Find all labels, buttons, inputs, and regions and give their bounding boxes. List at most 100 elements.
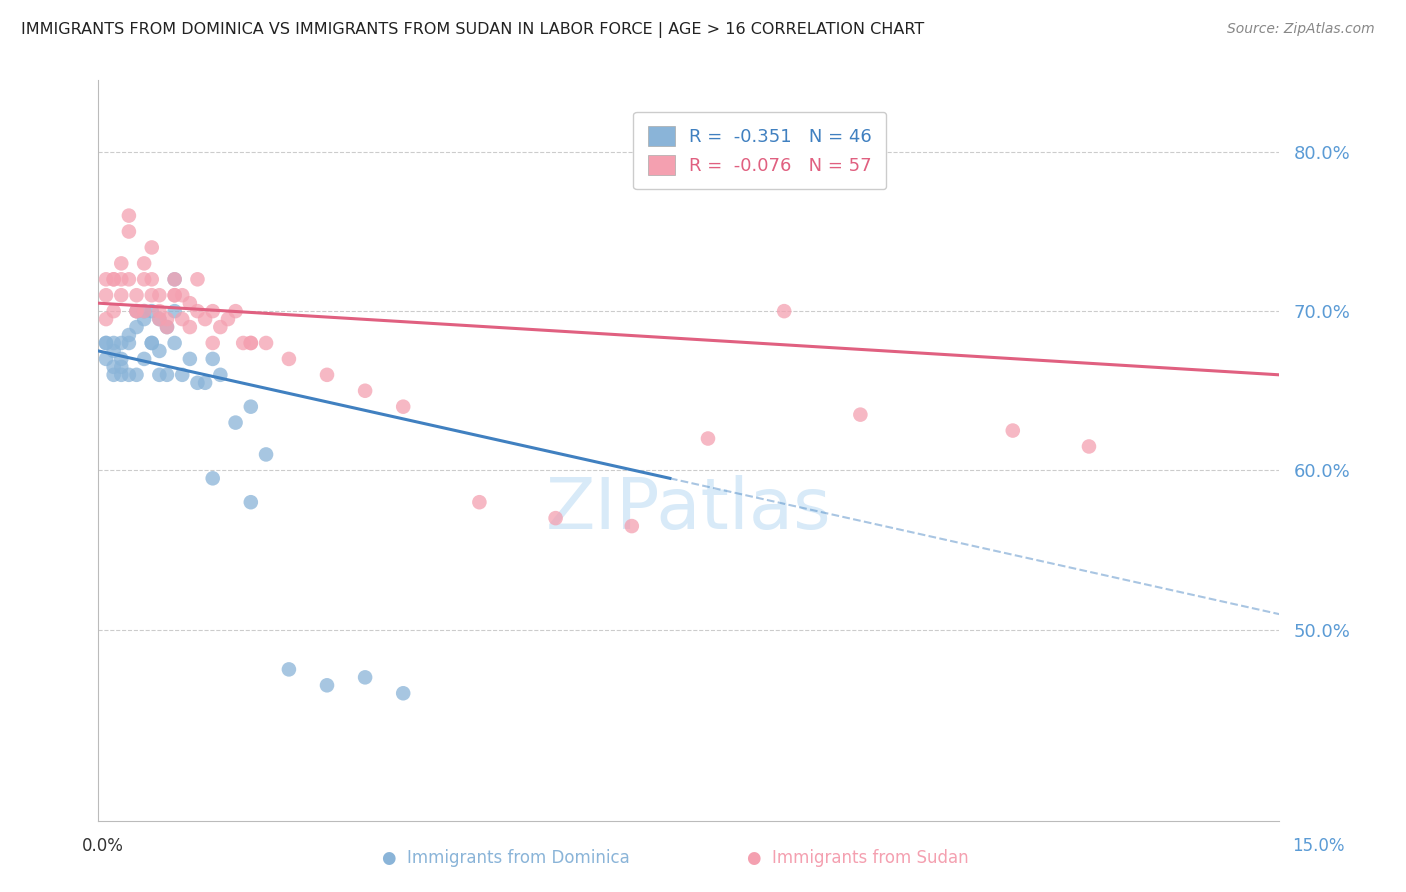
Legend: R =  -0.351   N = 46, R =  -0.076   N = 57: R = -0.351 N = 46, R = -0.076 N = 57 (633, 112, 886, 189)
Point (103, 359, 125, 374)
Point (94, 272, 117, 286)
Point (163, 336, 186, 351)
Point (392, 686, 415, 700)
Point (103, 272, 125, 286)
Point (172, 288, 194, 302)
Point (110, 351, 132, 366)
Point (163, 272, 186, 286)
Point (209, 320, 232, 334)
Text: ●  Immigrants from Sudan: ● Immigrants from Sudan (747, 849, 969, 867)
Point (1078, 440, 1101, 454)
Point (1001, 424, 1024, 438)
Point (110, 368, 132, 382)
Point (163, 288, 186, 302)
Point (254, 447, 277, 461)
Point (277, 662, 299, 676)
Point (134, 351, 156, 366)
Point (179, 351, 201, 366)
Point (277, 351, 299, 366)
Point (125, 288, 148, 302)
Point (156, 320, 179, 334)
Point (110, 256, 132, 270)
Point (186, 272, 208, 286)
Text: Source: ZipAtlas.com: Source: ZipAtlas.com (1227, 22, 1375, 37)
Point (94, 312, 117, 326)
Point (773, 304, 796, 318)
Point (217, 312, 239, 326)
Point (620, 519, 643, 533)
Point (163, 272, 186, 286)
Point (354, 384, 377, 398)
Point (110, 272, 132, 286)
Point (103, 336, 125, 351)
Point (134, 256, 156, 270)
Point (148, 343, 170, 358)
Point (110, 336, 132, 351)
Text: IMMIGRANTS FROM DOMINICA VS IMMIGRANTS FROM SUDAN IN LABOR FORCE | AGE > 16 CORR: IMMIGRANTS FROM DOMINICA VS IMMIGRANTS F… (21, 22, 924, 38)
Point (134, 312, 156, 326)
Point (141, 288, 163, 302)
Point (125, 304, 148, 318)
Point (125, 368, 148, 382)
Point (201, 351, 224, 366)
Point (354, 670, 377, 684)
Point (103, 304, 125, 318)
Point (141, 304, 163, 318)
Text: 0.0%: 0.0% (82, 837, 124, 855)
Point (239, 336, 262, 351)
Point (163, 304, 186, 318)
Point (141, 336, 163, 351)
Point (103, 368, 125, 382)
Point (134, 304, 156, 318)
Point (156, 368, 179, 382)
Point (316, 678, 339, 692)
Point (148, 312, 170, 326)
Point (254, 336, 277, 351)
Point (697, 432, 720, 446)
Point (125, 320, 148, 334)
Point (201, 304, 224, 318)
Point (148, 304, 170, 318)
Point (118, 272, 141, 286)
Point (103, 343, 125, 358)
Point (172, 312, 194, 326)
Point (201, 471, 224, 485)
Point (849, 408, 872, 422)
Point (118, 328, 141, 343)
Point (110, 359, 132, 374)
Point (94, 336, 117, 351)
Point (103, 272, 125, 286)
Point (316, 368, 339, 382)
Point (172, 368, 194, 382)
Point (141, 272, 163, 286)
Point (110, 288, 132, 302)
Point (225, 304, 247, 318)
Point (544, 511, 567, 525)
Point (239, 400, 262, 414)
Point (225, 416, 247, 430)
Point (186, 376, 208, 390)
Point (156, 320, 179, 334)
Point (194, 376, 217, 390)
Point (118, 368, 141, 382)
Point (239, 495, 262, 509)
Point (194, 312, 217, 326)
Point (468, 495, 491, 509)
Text: ●  Immigrants from Dominica: ● Immigrants from Dominica (382, 849, 630, 867)
Point (148, 312, 170, 326)
Point (179, 320, 201, 334)
Point (118, 209, 141, 223)
Point (125, 304, 148, 318)
Point (94, 351, 117, 366)
Point (201, 336, 224, 351)
Point (239, 336, 262, 351)
Point (134, 272, 156, 286)
Point (179, 296, 201, 310)
Point (209, 368, 232, 382)
Text: 15.0%: 15.0% (1292, 837, 1346, 855)
Point (118, 336, 141, 351)
Point (141, 240, 163, 254)
Point (392, 400, 415, 414)
Point (94, 336, 117, 351)
Point (141, 336, 163, 351)
